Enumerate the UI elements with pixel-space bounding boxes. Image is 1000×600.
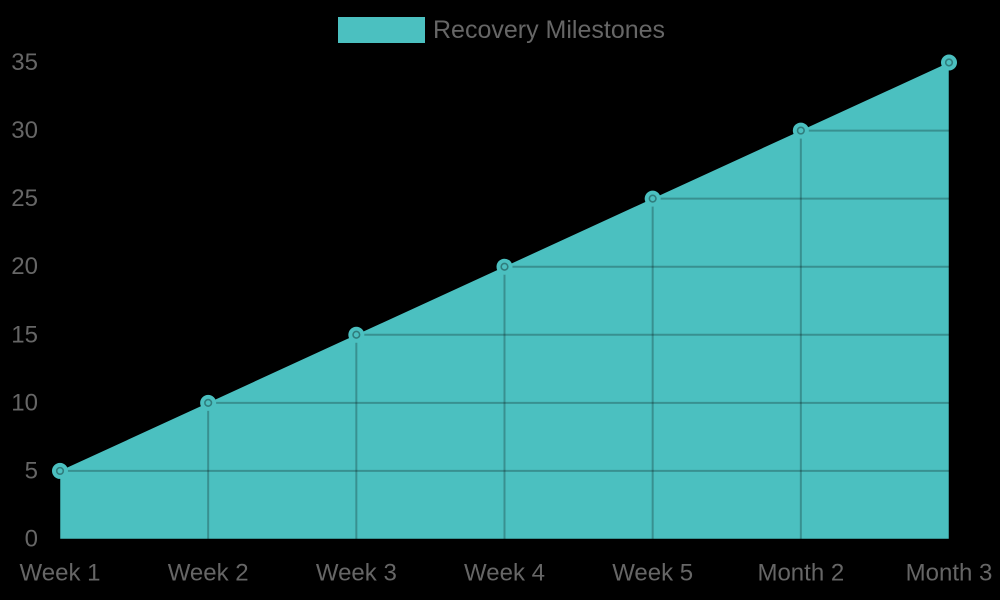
data-point-marker[interactable] (644, 190, 661, 207)
x-tick-label: Week 2 (168, 560, 249, 587)
data-point-marker-ring (796, 126, 805, 135)
x-tick-label: Week 3 (316, 560, 397, 587)
data-point-marker-ring (55, 466, 65, 476)
x-tick-label: Week 5 (612, 560, 693, 587)
y-tick-label: 5 (25, 457, 38, 484)
data-point-marker[interactable] (200, 394, 217, 411)
data-point-marker-ring (500, 262, 509, 271)
y-tick-label: 30 (11, 117, 38, 144)
data-point-marker[interactable] (792, 122, 809, 139)
y-tick-label: 15 (11, 321, 38, 348)
y-tick-label: 20 (11, 253, 38, 280)
chart-legend[interactable]: Recovery Milestones (338, 17, 665, 43)
data-point-marker-ring (352, 330, 361, 339)
y-tick-label: 10 (11, 389, 38, 416)
legend-swatch (338, 17, 425, 43)
x-tick-label: Month 3 (906, 560, 993, 587)
x-tick-label: Week 4 (464, 560, 545, 587)
x-tick-label: Week 1 (20, 560, 101, 587)
data-point-marker-ring (944, 58, 954, 67)
data-point-marker-ring (648, 194, 657, 203)
data-point-marker-ring (204, 398, 213, 407)
area-series (60, 62, 949, 539)
y-tick-label: 35 (11, 49, 38, 76)
y-tick-label: 0 (25, 526, 38, 553)
data-point-marker[interactable] (348, 326, 365, 343)
y-tick-label: 25 (11, 185, 38, 212)
x-tick-label: Month 2 (757, 560, 844, 587)
data-point-marker[interactable] (941, 54, 957, 71)
data-point-marker[interactable] (52, 462, 68, 479)
legend-label: Recovery Milestones (433, 16, 666, 44)
data-point-marker[interactable] (496, 258, 513, 275)
